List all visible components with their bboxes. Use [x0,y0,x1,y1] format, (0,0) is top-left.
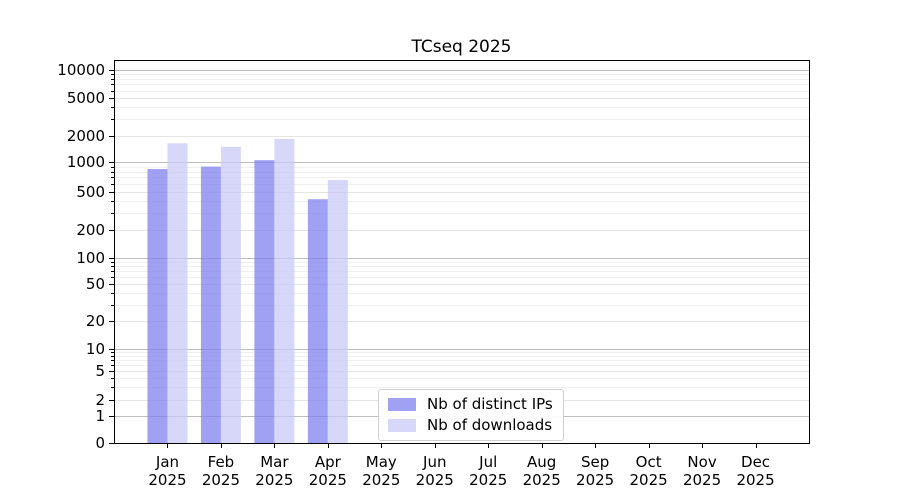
y-tick-label-5: 5 [95,362,105,380]
x-tick-label-jun: Jun [422,453,446,471]
bar-mar-distinct-ips [254,160,275,444]
y-tick-label-10: 10 [86,340,105,358]
x-tick-sublabel-oct: 2025 [630,471,668,489]
x-tick-sublabel-jan: 2025 [148,471,186,489]
bar-feb-distinct-ips [200,166,221,443]
x-tick-label-mar: Mar [260,453,289,471]
legend-row-distinct-ips: Nb of distinct IPs [388,397,553,412]
x-tick-label-oct: Oct [636,453,662,471]
x-tick-label-feb: Feb [208,453,235,471]
bar-apr-downloads [327,179,348,443]
x-tick-sublabel-mar: 2025 [255,471,293,489]
y-tick-label-2: 2 [95,391,105,409]
y-tick-label-50: 50 [86,275,105,293]
y-tick-label-1000: 1000 [67,153,105,171]
y-tick-label-0: 0 [95,434,105,452]
y-tick-label-10000: 10000 [57,61,105,79]
x-tick-label-jan: Jan [155,453,179,471]
plot-spines [114,60,810,444]
x-tick-sublabel-apr: 2025 [309,471,347,489]
x-tick-label-apr: Apr [315,453,342,471]
y-tick-label-100: 100 [76,249,105,267]
y-tick-label-5000: 5000 [67,89,105,107]
x-tick-label-sep: Sep [581,453,609,471]
bar-apr-distinct-ips [307,199,328,443]
bar-jan-distinct-ips [147,169,168,444]
x-tick-sublabel-dec: 2025 [736,471,774,489]
y-tick-label-20: 20 [86,312,105,330]
x-tick-sublabel-sep: 2025 [576,471,614,489]
legend-row-downloads: Nb of downloads [388,418,553,433]
legend: Nb of distinct IPs Nb of downloads [378,389,564,441]
x-tick-label-aug: Aug [527,453,556,471]
y-tick-label-1: 1 [95,407,105,425]
legend-swatch-downloads [388,419,416,432]
x-tick-sublabel-aug: 2025 [523,471,561,489]
x-tick-label-dec: Dec [741,453,770,471]
x-tick-label-nov: Nov [687,453,716,471]
bar-jan-downloads [167,143,188,443]
x-tick-sublabel-nov: 2025 [683,471,721,489]
x-tick-label-jul: Jul [478,453,497,471]
chart-title: TCseq 2025 [411,37,512,57]
x-tick-label-may: May [366,453,397,471]
x-tick-sublabel-jun: 2025 [416,471,454,489]
legend-label-distinct-ips: Nb of distinct IPs [427,395,553,413]
legend-label-downloads: Nb of downloads [427,416,553,434]
bar-feb-downloads [220,146,241,444]
x-tick-sublabel-feb: 2025 [202,471,240,489]
y-tick-label-200: 200 [76,221,105,239]
y-tick-label-2000: 2000 [67,127,105,145]
legend-swatch-distinct-ips [388,398,416,411]
x-tick-sublabel-may: 2025 [362,471,400,489]
y-tick-label-500: 500 [76,183,105,201]
x-tick-sublabel-jul: 2025 [469,471,507,489]
bar-mar-downloads [274,138,295,443]
